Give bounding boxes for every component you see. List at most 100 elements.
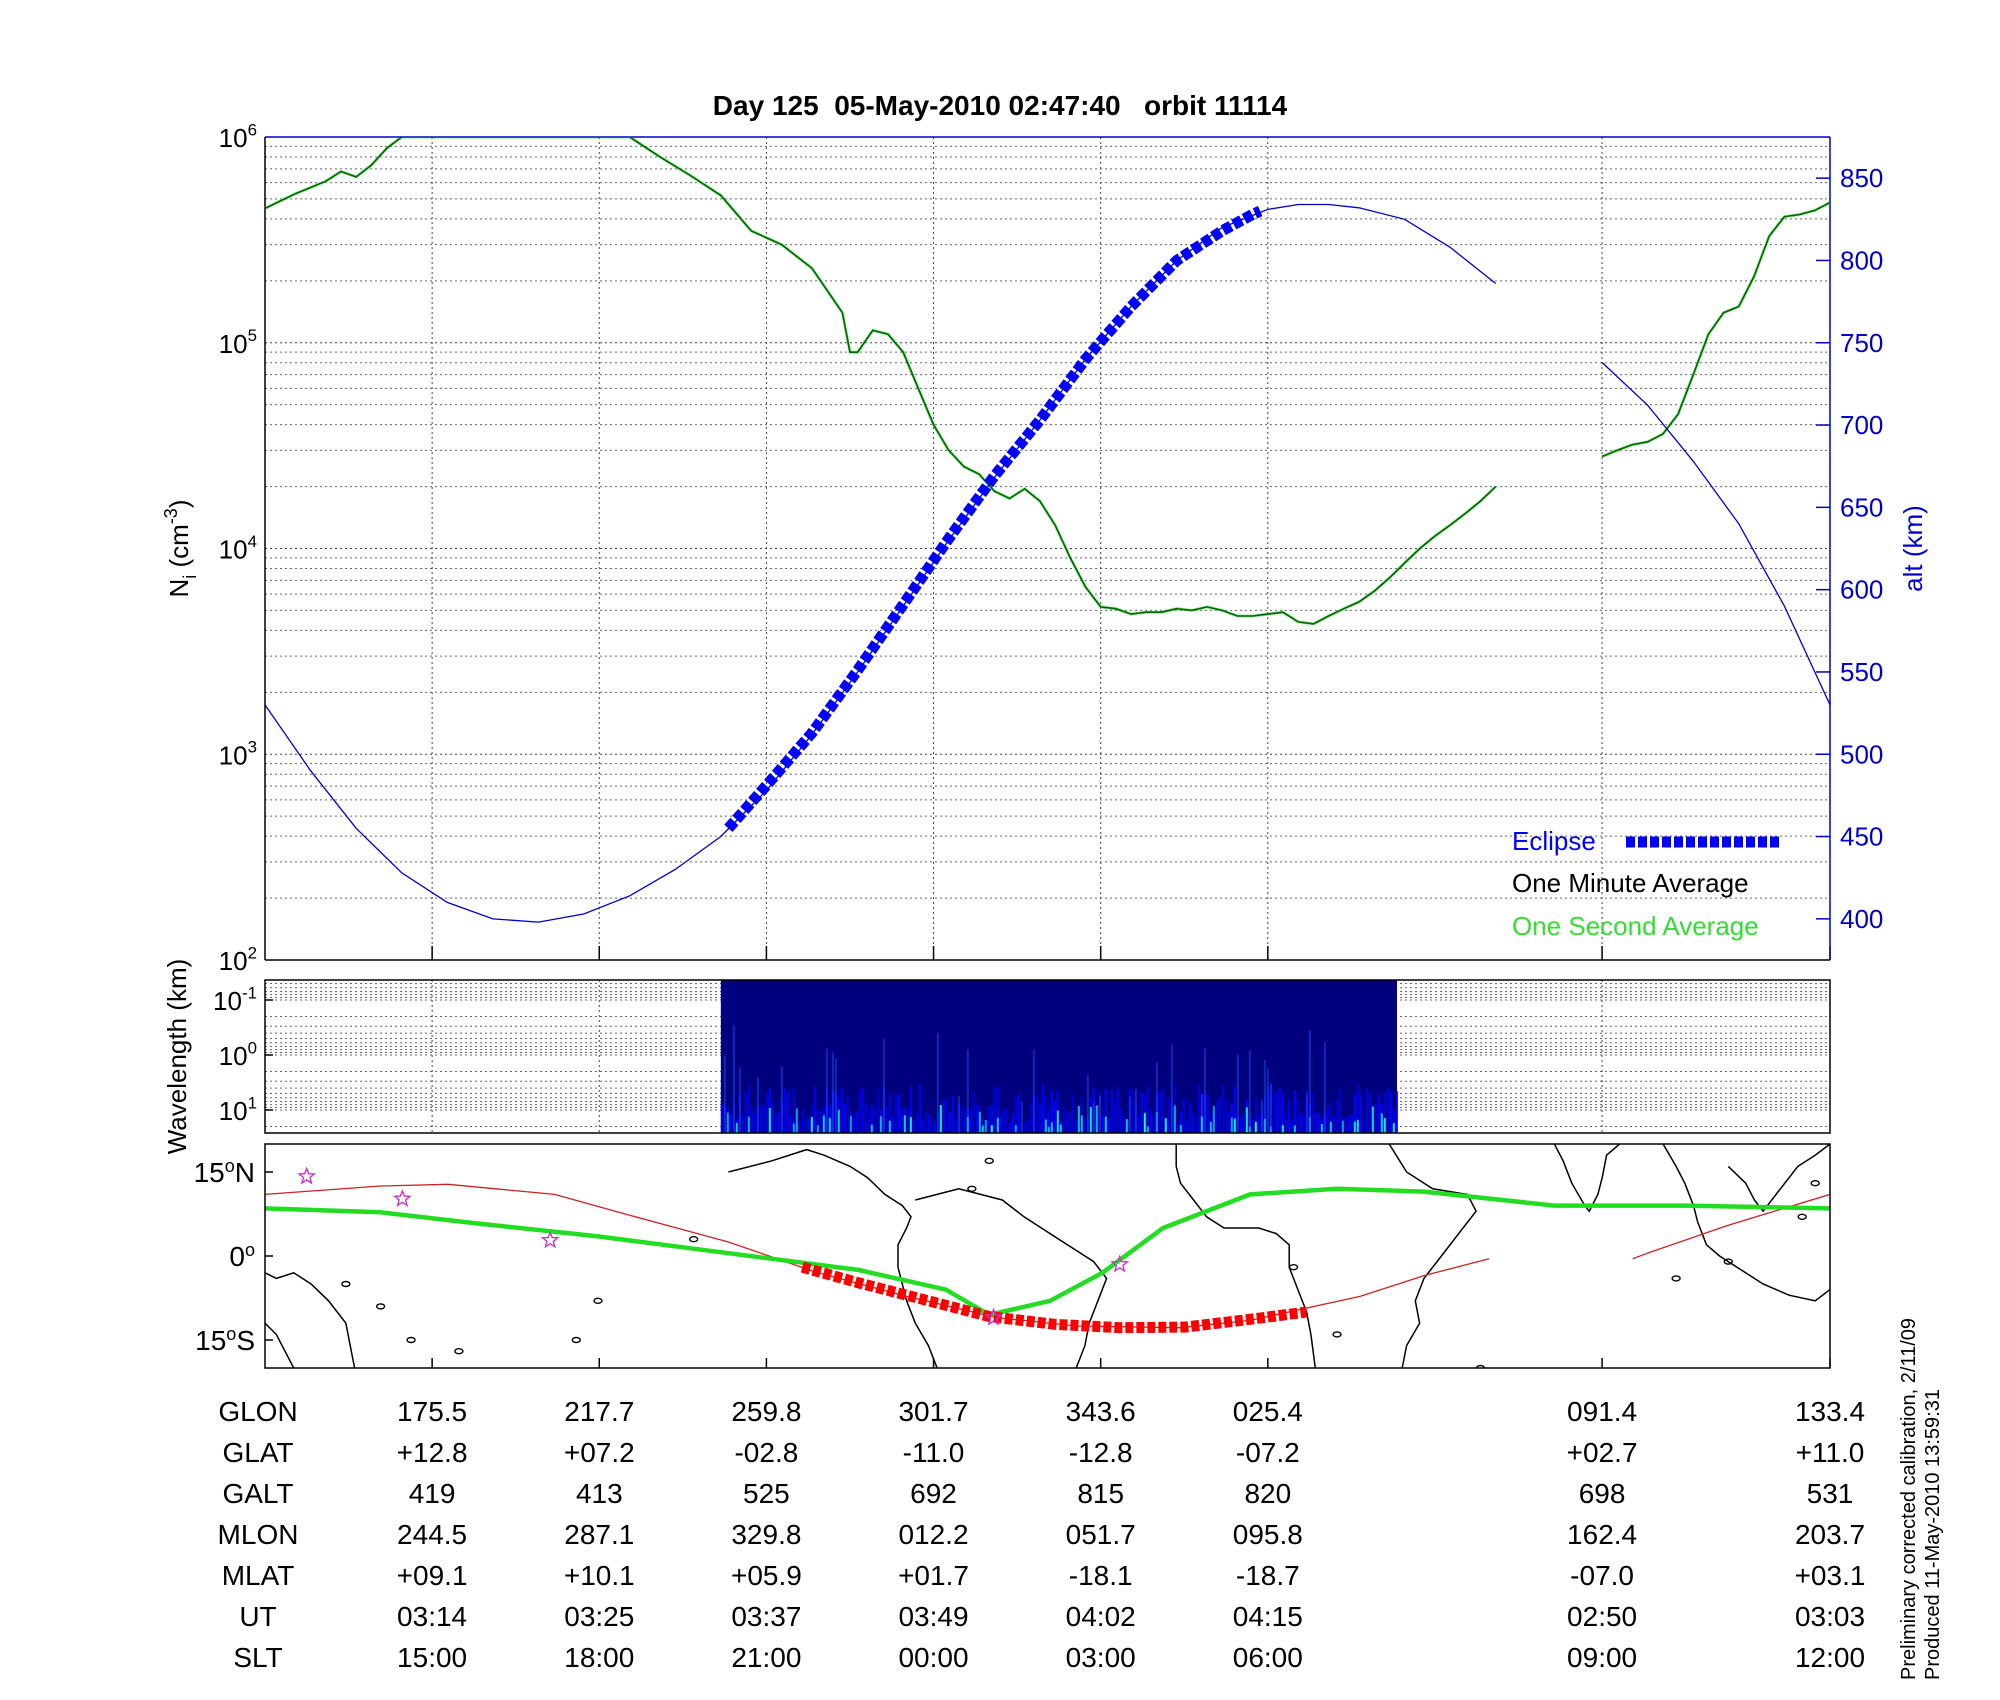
spectrogram-streak	[1236, 1054, 1239, 1133]
spectrogram-column	[1332, 1116, 1336, 1133]
coastline	[728, 1148, 938, 1368]
spectrogram-column	[798, 1120, 802, 1133]
map-lat-tick-label: 0o	[229, 1240, 255, 1272]
spectrogram-column	[1026, 1118, 1030, 1133]
spectrogram-column	[1389, 1091, 1393, 1133]
spectrogram-peak	[822, 1115, 825, 1133]
spectrogram-column	[780, 1099, 784, 1133]
spectrogram-column	[1116, 1086, 1120, 1133]
table-cell: 18:00	[564, 1642, 635, 1673]
spectrogram-peak	[1047, 1126, 1050, 1133]
spectrogram-peak	[1104, 1116, 1107, 1133]
spectrogram-column	[987, 1105, 991, 1133]
island	[593, 1297, 603, 1305]
spectrogram-peak	[1371, 1106, 1374, 1133]
island	[341, 1280, 351, 1288]
table-cell: 698	[1578, 1478, 1626, 1509]
table-cell: 04:02	[1065, 1601, 1136, 1632]
spectrogram-column	[756, 1106, 760, 1133]
station-star-icon	[392, 1188, 412, 1208]
spectrogram-peak	[849, 1115, 852, 1133]
spectrogram-column	[1374, 1103, 1378, 1133]
spectrogram-column	[1290, 1119, 1294, 1133]
spectrogram-column	[1293, 1090, 1297, 1133]
table-cell: -07.2	[1235, 1437, 1300, 1468]
spectrogram-streak	[1134, 1089, 1137, 1133]
spectrogram-column	[1278, 1087, 1282, 1133]
spectrogram-column	[804, 1117, 808, 1133]
spectrogram-streak	[1248, 1050, 1251, 1133]
altitude-tick-label: 500	[1840, 739, 1883, 769]
spectrogram-column	[831, 1091, 835, 1133]
spectrogram-column	[1287, 1101, 1291, 1133]
spectrogram-column	[762, 1104, 766, 1133]
table-cell: +01.7	[898, 1560, 969, 1591]
table-row-label: GALT	[222, 1478, 294, 1509]
spectrogram-column	[1395, 1091, 1399, 1133]
spectrogram-column	[771, 1100, 775, 1133]
spectrogram-column	[930, 1119, 934, 1133]
spectrogram-column	[954, 1118, 958, 1133]
spectrogram-column	[840, 1087, 844, 1133]
spectrogram-column	[1206, 1094, 1210, 1133]
spectrogram	[720, 980, 1399, 1133]
spectrogram-streak	[738, 1067, 741, 1133]
spectrogram-column	[960, 1108, 964, 1133]
spectrogram-column	[1092, 1088, 1096, 1133]
spectrogram-streak	[1092, 1102, 1095, 1133]
spectrogram-peak	[1356, 1119, 1359, 1133]
spectrogram-column	[1182, 1098, 1186, 1133]
spectrogram-column	[1386, 1087, 1390, 1133]
spectrogram-column	[723, 1105, 727, 1133]
spectrogram-column	[1236, 1113, 1240, 1133]
spectrogram-peak	[1281, 1124, 1284, 1133]
spectrogram-peak	[816, 1125, 819, 1133]
table-cell: 175.5	[397, 1396, 468, 1427]
spectrogram-peak	[768, 1108, 771, 1133]
spectrogram-column	[1014, 1097, 1018, 1133]
spectrogram-column	[1338, 1089, 1342, 1133]
spectrogram-column	[1038, 1102, 1042, 1133]
spectrogram-column	[876, 1088, 880, 1133]
spectrogram-column	[1020, 1122, 1024, 1133]
table-cell: -11.0	[902, 1437, 965, 1468]
table-cell: -12.8	[1068, 1437, 1133, 1468]
map-frame	[264, 1143, 1831, 1369]
spectrogram-column	[1365, 1087, 1369, 1133]
spectrogram-peak	[1146, 1126, 1149, 1133]
spectrogram-column	[972, 1091, 976, 1133]
spectrogram-column	[1248, 1113, 1252, 1133]
spectrogram-column	[1002, 1109, 1006, 1133]
spectrogram-column	[1068, 1111, 1072, 1133]
spectrogram-column	[1296, 1099, 1300, 1133]
spectrogram-column	[1218, 1096, 1222, 1133]
density-y-tick-label: 102	[219, 943, 257, 976]
table-cell: 21:00	[731, 1642, 802, 1673]
spectrogram-column	[834, 1089, 838, 1133]
spectrogram-column	[720, 1103, 724, 1133]
spectrogram-column	[951, 1095, 955, 1133]
table-row-label: UT	[239, 1601, 277, 1632]
spectrogram-column	[843, 1104, 847, 1133]
spectrogram-column	[1041, 1084, 1045, 1133]
spectrogram-peak	[1392, 1123, 1395, 1133]
spectrogram-peak	[909, 1117, 912, 1133]
spectrogram-peak	[837, 1109, 840, 1133]
table-cell: 051.7	[1065, 1519, 1136, 1550]
island	[1288, 1263, 1299, 1271]
spectrogram-column	[801, 1108, 805, 1133]
spectrogram-column	[777, 1112, 781, 1133]
spectrogram-column	[1098, 1091, 1102, 1133]
coastline	[1662, 1144, 1830, 1302]
density-y-tick-label: 105	[219, 326, 257, 359]
wavelength-y-tick-label: 100	[219, 1038, 257, 1071]
station-star-icon	[984, 1307, 1004, 1326]
spectrogram-column	[1005, 1107, 1009, 1133]
production-note: Produced 11-May-2010 13:59:31	[1922, 1389, 1944, 1680]
table-row-label: GLON	[218, 1396, 298, 1427]
island	[1671, 1275, 1681, 1282]
spectrogram-peak	[795, 1108, 798, 1133]
table-cell: 343.6	[1065, 1396, 1136, 1427]
spectrogram-column	[906, 1107, 910, 1133]
orbit-track-line	[265, 1183, 1490, 1329]
